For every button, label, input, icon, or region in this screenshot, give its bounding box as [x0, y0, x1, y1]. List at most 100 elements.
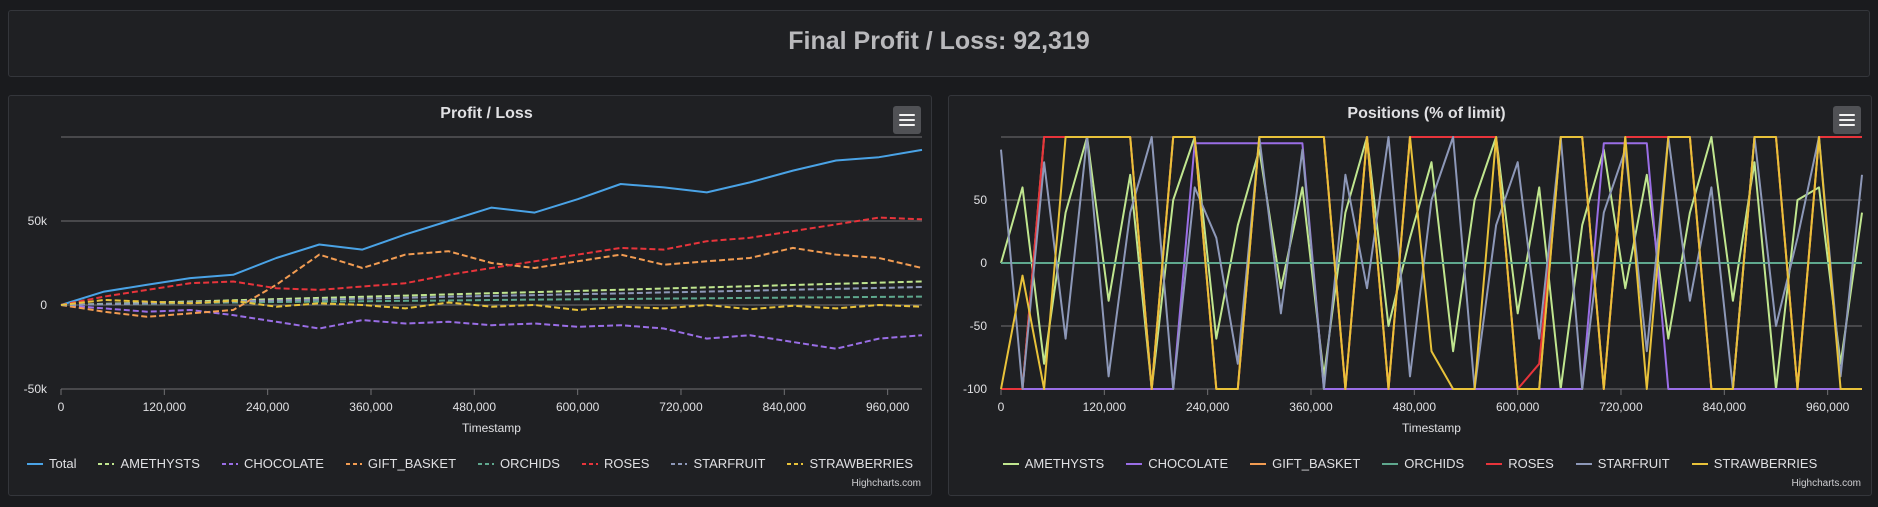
series-line-chocolate — [60, 304, 923, 350]
y-tick-label: 50 — [974, 193, 988, 207]
legend-label: STRAWBERRIES — [809, 456, 913, 471]
x-tick-label: 600,000 — [1496, 400, 1540, 414]
legend-item-roses[interactable]: ROSES — [581, 456, 650, 471]
x-tick-label: 0 — [998, 400, 1005, 414]
legend-item-strawberries[interactable]: STRAWBERRIES — [787, 456, 913, 471]
series-line-strawberries — [1000, 136, 1862, 390]
legend-item-amethysts[interactable]: AMETHYSTS — [98, 456, 200, 471]
x-axis-title: Timestamp — [1402, 421, 1461, 435]
x-tick-label: 960,000 — [1806, 400, 1850, 414]
legend-line-icon — [27, 462, 43, 465]
menu-bar-icon — [1839, 124, 1855, 126]
legend-line-icon — [1575, 462, 1592, 465]
legend-item-chocolate[interactable]: CHOCOLATE — [221, 456, 324, 471]
x-tick-label: 120,000 — [1083, 400, 1127, 414]
legend-line-icon — [1126, 462, 1143, 465]
legend-label: ROSES — [603, 456, 650, 471]
x-axis-title: Timestamp — [462, 421, 521, 435]
x-tick-label: 840,000 — [1703, 400, 1747, 414]
positions-chart-panel: Positions (% of limit) -100 -50 0 50 0 120,000… — [948, 95, 1872, 496]
y-tick-label: 0 — [40, 298, 47, 312]
y-tick-label: 0 — [980, 256, 987, 270]
y-tick-label: -50 — [970, 319, 988, 333]
final-pnl-panel: Final Profit / Loss: 92,319 — [8, 10, 1870, 77]
x-tick-label: 480,000 — [1393, 400, 1437, 414]
legend-label: GIFT_BASKET — [367, 456, 457, 471]
legend-label: STRAWBERRIES — [1713, 456, 1818, 471]
legend-label: GIFT_BASKET — [1272, 456, 1361, 471]
legend-item-strawberries[interactable]: STRAWBERRIES — [1691, 456, 1818, 471]
x-tick-label: 240,000 — [1186, 400, 1230, 414]
legend-item-starfruit[interactable]: STARFRUIT — [1575, 456, 1670, 471]
legend-line-icon — [1250, 462, 1267, 465]
x-tick-label: 720,000 — [1599, 400, 1643, 414]
legend-line-icon — [1691, 462, 1708, 465]
credits-link[interactable]: Highcharts.com — [851, 478, 921, 489]
y-tick-label: -50k — [24, 382, 48, 396]
series-line-roses — [60, 216, 923, 306]
legend-line-icon — [671, 462, 688, 465]
final-pnl-title: Final Profit / Loss: 92,319 — [788, 27, 1090, 55]
profit-loss-chart-panel: Profit / Loss -50k 0 50k 0 120,000 240,000 360,… — [8, 95, 932, 496]
legend-line-icon — [98, 462, 115, 465]
series-line-gift-basket — [60, 246, 923, 318]
legend-label: Total — [49, 456, 77, 471]
legend-line-icon — [221, 462, 238, 465]
legend-label: CHOCOLATE — [243, 456, 324, 471]
legend-line-icon — [581, 462, 598, 465]
legend-item-orchids[interactable]: ORCHIDS — [1382, 456, 1464, 471]
series-line-strawberries — [60, 299, 923, 311]
legend-line-icon — [1382, 462, 1399, 465]
legend-line-icon — [787, 462, 804, 465]
legend-item-gift-basket[interactable]: GIFT_BASKET — [345, 456, 457, 471]
legend-label: CHOCOLATE — [1148, 456, 1229, 471]
menu-bar-icon — [899, 114, 915, 116]
x-tick-label: 600,000 — [556, 400, 600, 414]
x-tick-label: 720,000 — [659, 400, 703, 414]
legend-item-gift-basket[interactable]: GIFT_BASKET — [1250, 456, 1360, 471]
series-line-amethysts — [1000, 136, 1863, 390]
x-tick-label: 480,000 — [453, 400, 497, 414]
menu-bar-icon — [899, 119, 915, 121]
legend-label: ORCHIDS — [1404, 456, 1465, 471]
profit-loss-legend: Total AMETHYSTS CHOCOLATE GIFT_BASKET ORCHID… — [9, 456, 931, 471]
legend-line-icon — [1002, 462, 1019, 465]
positions-chart: Positions (% of limit) -100 -50 0 50 0 120,000… — [963, 105, 1863, 435]
series-line-total — [60, 148, 923, 306]
menu-bar-icon — [1839, 119, 1855, 121]
x-tick-label: 360,000 — [349, 400, 393, 414]
legend-label: ROSES — [1508, 456, 1554, 471]
legend-line-icon — [478, 462, 495, 465]
x-tick-label: 240,000 — [246, 400, 290, 414]
menu-bar-icon — [1839, 114, 1855, 116]
x-tick-label: 960,000 — [866, 400, 910, 414]
legend-item-total[interactable]: Total — [27, 456, 76, 471]
series-line-starfruit — [1000, 136, 1863, 390]
chart-menu-button[interactable] — [1833, 106, 1861, 134]
chart-title: Positions (% of limit) — [1347, 105, 1505, 122]
legend-label: STARFRUIT — [693, 456, 766, 471]
x-tick-label: 360,000 — [1289, 400, 1333, 414]
y-tick-label: -100 — [963, 382, 987, 396]
chart-menu-button[interactable] — [893, 106, 921, 134]
legend-item-amethysts[interactable]: AMETHYSTS — [1002, 456, 1105, 471]
positions-legend: AMETHYSTS CHOCOLATE GIFT_BASKET ORCHIDS ROSE… — [949, 456, 1871, 471]
y-tick-label: 50k — [28, 214, 48, 228]
legend-line-icon — [1486, 462, 1503, 465]
x-tick-label: 120,000 — [143, 400, 187, 414]
legend-label: ORCHIDS — [500, 456, 560, 471]
profit-loss-chart: Profit / Loss -50k 0 50k 0 120,000 240,000 360,… — [24, 105, 923, 435]
menu-bar-icon — [899, 124, 915, 126]
legend-line-icon — [345, 462, 362, 465]
legend-item-orchids[interactable]: ORCHIDS — [478, 456, 560, 471]
legend-item-chocolate[interactable]: CHOCOLATE — [1126, 456, 1228, 471]
legend-label: AMETHYSTS — [1024, 456, 1105, 471]
x-tick-label: 840,000 — [763, 400, 807, 414]
credits-link[interactable]: Highcharts.com — [1791, 478, 1861, 489]
x-tick-label: 0 — [58, 400, 65, 414]
legend-label: STARFRUIT — [1597, 456, 1670, 471]
chart-title: Profit / Loss — [440, 105, 533, 122]
legend-item-roses[interactable]: ROSES — [1486, 456, 1554, 471]
legend-label: AMETHYSTS — [120, 456, 200, 471]
legend-item-starfruit[interactable]: STARFRUIT — [671, 456, 765, 471]
